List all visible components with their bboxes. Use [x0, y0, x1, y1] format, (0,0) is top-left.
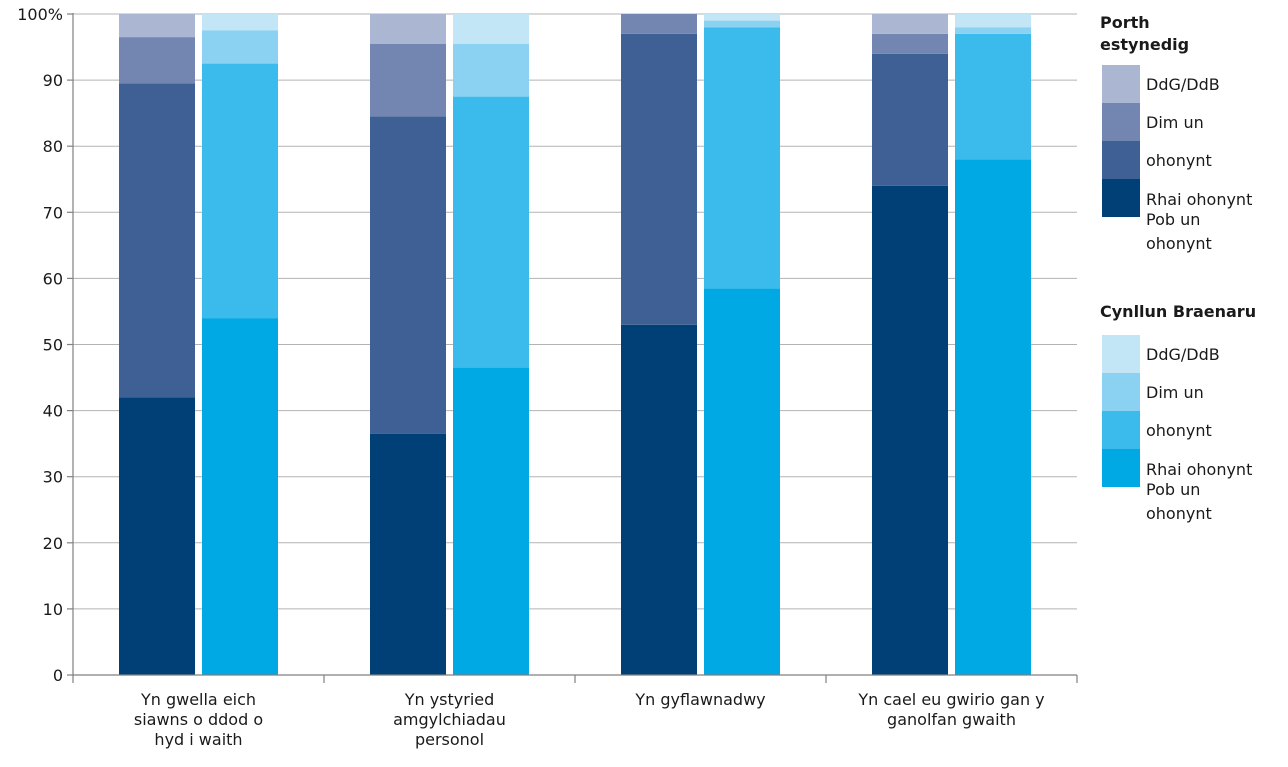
bar-segment — [453, 367, 529, 675]
y-tick-label: 80 — [43, 137, 63, 156]
bar-segment — [370, 14, 446, 44]
y-tick-label: 50 — [43, 336, 63, 355]
bar-segment — [202, 30, 278, 64]
x-category-label: Yn cael eu gwirio gan y — [857, 690, 1044, 709]
y-tick-label: 40 — [43, 402, 63, 421]
y-tick-label: 0 — [53, 666, 63, 685]
legend-title-porth-line1: Porth — [1100, 13, 1150, 32]
x-category-label: ganolfan gwaith — [887, 710, 1016, 729]
bar-segment — [955, 159, 1031, 675]
legend-title-cynllun: Cynllun Braenaru — [1100, 301, 1286, 323]
bar-segment — [872, 53, 948, 186]
legend-swatch-porth-dim — [1102, 103, 1140, 141]
bar-segment — [119, 37, 195, 84]
legend-label-cynllun-ddg: DdG/DdB — [1146, 345, 1220, 364]
legend-swatch-cynllun-rhai — [1102, 411, 1140, 449]
bar-segment — [370, 43, 446, 117]
legend-label-cynllun-ohonynt2: ohonynt — [1146, 504, 1212, 523]
legend-title-porth: Porth estynedig — [1100, 12, 1286, 56]
bar-segment — [370, 433, 446, 675]
bar-segment — [453, 14, 529, 44]
bar-segment — [872, 14, 948, 34]
legend-label-cynllun-pob: Pob un — [1146, 480, 1201, 499]
legend-label-porth-rhai: Rhai ohonynt — [1146, 190, 1253, 209]
bar-segment — [370, 116, 446, 434]
bar-segment — [955, 14, 1031, 28]
y-tick-label: 100% — [17, 5, 63, 24]
x-category-label: Yn gyflawnadwy — [634, 690, 765, 709]
bar-segment — [453, 43, 529, 97]
y-tick-label: 10 — [43, 600, 63, 619]
bar-segment — [202, 14, 278, 31]
legend-label-porth-pob: Pob un — [1146, 210, 1201, 229]
y-tick-label: 30 — [43, 468, 63, 487]
y-tick-label: 90 — [43, 71, 63, 90]
bar-segment — [621, 14, 697, 34]
x-category-label: amgylchiadau — [393, 710, 506, 729]
bar-segment — [119, 83, 195, 398]
legend-swatch-porth-rhai — [1102, 141, 1140, 179]
legend-label-cynllun-dim: Dim un — [1146, 383, 1204, 402]
legend-label-porth-ohonynt1: ohonynt — [1146, 151, 1212, 170]
bar-segment — [704, 20, 780, 28]
y-tick-label: 70 — [43, 203, 63, 222]
bar-segment — [119, 14, 195, 38]
x-category-label: personol — [415, 730, 484, 749]
bar-segment — [955, 33, 1031, 160]
legend-label-cynllun-ohonynt1: ohonynt — [1146, 421, 1212, 440]
legend-swatch-porth-pob — [1102, 179, 1140, 217]
bar-segment — [704, 288, 780, 675]
legend-label-porth-ddg: DdG/DdB — [1146, 75, 1220, 94]
legend-label-porth-dim: Dim un — [1146, 113, 1204, 132]
bar-segment — [621, 33, 697, 325]
bar-segment — [955, 27, 1031, 34]
bar-segment — [872, 185, 948, 675]
legend-label-porth-ohonynt2: ohonynt — [1146, 234, 1212, 253]
bar-segment — [453, 96, 529, 368]
x-category-label: hyd i waith — [154, 730, 242, 749]
bar-segment — [119, 397, 195, 675]
bar-segment — [704, 14, 780, 21]
y-tick-label: 60 — [43, 269, 63, 288]
bar-segment — [872, 33, 948, 54]
y-tick-label: 20 — [43, 534, 63, 553]
bar-segment — [202, 318, 278, 675]
x-category-label: Yn gwella eich — [140, 690, 256, 709]
legend-label-cynllun-rhai: Rhai ohonynt — [1146, 460, 1253, 479]
legend-title-cynllun-line1: Cynllun Braenaru — [1100, 302, 1257, 321]
legend-title-porth-line2: estynedig — [1100, 35, 1190, 54]
bar-segment — [202, 63, 278, 319]
x-category-label: siawns o ddod o — [134, 710, 263, 729]
stacked-bar-chart: 0 10 20 30 40 50 60 70 80 90 100% Yn gwella eichsia… — [17, 5, 1078, 749]
x-category-label: Yn ystyried — [404, 690, 495, 709]
bar-segment — [621, 324, 697, 675]
legend-swatch-cynllun-pob — [1102, 449, 1140, 487]
bar-segment — [704, 27, 780, 289]
legend-swatch-cynllun-ddg — [1102, 335, 1140, 373]
legend-swatch-cynllun-dim — [1102, 373, 1140, 411]
legend-swatch-porth-ddg — [1102, 65, 1140, 103]
